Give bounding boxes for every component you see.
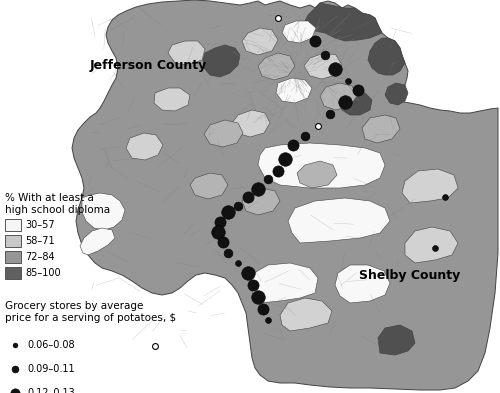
Point — [431, 244, 439, 251]
Point — [234, 260, 241, 266]
Point — [244, 270, 252, 276]
Bar — [5, 219, 21, 231]
Text: 58–71: 58–71 — [25, 236, 54, 246]
Point — [151, 343, 159, 349]
Polygon shape — [168, 41, 205, 65]
Polygon shape — [402, 169, 458, 203]
Polygon shape — [250, 263, 318, 303]
Bar — [5, 251, 21, 263]
Polygon shape — [282, 21, 316, 43]
Point — [274, 15, 281, 21]
Point — [301, 132, 309, 139]
Point — [11, 366, 19, 372]
Polygon shape — [385, 83, 408, 105]
Polygon shape — [304, 53, 342, 79]
Point — [341, 99, 349, 105]
Polygon shape — [340, 91, 372, 115]
Point — [274, 168, 281, 174]
Point — [254, 294, 262, 300]
Point — [311, 38, 319, 44]
Bar — [5, 235, 21, 247]
Point — [218, 239, 226, 245]
Point — [11, 390, 19, 393]
Text: Shelby County: Shelby County — [359, 268, 460, 281]
Polygon shape — [258, 143, 385, 188]
Point — [288, 142, 296, 149]
Polygon shape — [276, 78, 312, 103]
Point — [254, 185, 262, 192]
Point — [214, 229, 222, 235]
Polygon shape — [378, 325, 415, 355]
Point — [264, 317, 272, 323]
Point — [314, 123, 322, 129]
Polygon shape — [305, 3, 382, 41]
Polygon shape — [368, 38, 405, 75]
Polygon shape — [242, 28, 278, 55]
Polygon shape — [126, 133, 163, 160]
Polygon shape — [203, 45, 240, 77]
Polygon shape — [190, 173, 228, 199]
Text: 0.12–0.13: 0.12–0.13 — [27, 388, 75, 393]
Text: 0.09–0.11: 0.09–0.11 — [27, 364, 74, 374]
Point — [321, 52, 329, 58]
Polygon shape — [280, 298, 332, 331]
Text: Grocery stores by average
price for a serving of potatoes, $: Grocery stores by average price for a se… — [5, 301, 176, 323]
Polygon shape — [82, 193, 125, 230]
Point — [441, 193, 449, 200]
Polygon shape — [405, 227, 458, 263]
Bar — [5, 267, 21, 279]
Polygon shape — [72, 0, 498, 390]
Point — [248, 282, 256, 288]
Point — [281, 156, 289, 162]
Point — [224, 209, 232, 215]
Polygon shape — [154, 88, 190, 111]
Text: Jefferson County: Jefferson County — [90, 59, 206, 72]
Polygon shape — [297, 161, 337, 188]
Text: 85–100: 85–100 — [25, 268, 60, 278]
Polygon shape — [258, 53, 295, 80]
Text: 0.06–0.08: 0.06–0.08 — [27, 340, 74, 350]
Polygon shape — [204, 120, 243, 147]
Point — [344, 77, 351, 84]
Text: 72–84: 72–84 — [25, 252, 54, 262]
Point — [224, 250, 232, 257]
Point — [258, 305, 266, 312]
Polygon shape — [288, 198, 390, 243]
Point — [326, 111, 334, 117]
Polygon shape — [320, 83, 357, 110]
Polygon shape — [80, 228, 115, 255]
Point — [331, 66, 339, 72]
Point — [234, 203, 241, 209]
Point — [11, 342, 19, 348]
Polygon shape — [362, 115, 400, 143]
Point — [354, 87, 362, 94]
Text: 30–57: 30–57 — [25, 220, 54, 230]
Polygon shape — [335, 265, 390, 303]
Text: % With at least a
high school diploma: % With at least a high school diploma — [5, 193, 110, 215]
Point — [264, 176, 272, 182]
Point — [216, 219, 224, 225]
Point — [244, 193, 252, 200]
Polygon shape — [232, 110, 270, 137]
Polygon shape — [242, 188, 280, 215]
